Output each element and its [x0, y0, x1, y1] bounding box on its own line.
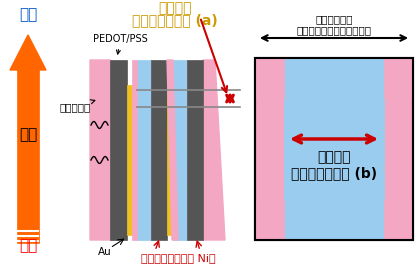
Bar: [255, 58, 284, 98]
Polygon shape: [167, 60, 178, 240]
Text: どこまで: どこまで: [317, 150, 351, 164]
Text: 小さくできるか (a): 小さくできるか (a): [132, 13, 218, 27]
Polygon shape: [90, 60, 118, 240]
Text: 低温: 低温: [19, 7, 37, 22]
Text: PEDOT/PSS: PEDOT/PSS: [93, 34, 148, 54]
Bar: [17, 67, 39, 243]
Text: 熱流: 熱流: [19, 127, 37, 143]
Text: 導電性を損なわないために: 導電性を損なわないために: [297, 25, 372, 35]
Text: 幅はそのまま: 幅はそのまま: [315, 14, 353, 24]
Bar: [137, 60, 151, 240]
Text: どこまで: どこまで: [158, 1, 192, 15]
Text: Au: Au: [98, 247, 112, 257]
Polygon shape: [203, 60, 225, 240]
Bar: [127, 85, 132, 235]
Bar: [173, 60, 187, 240]
Text: 高熱伝導部（金属 Ni）: 高熱伝導部（金属 Ni）: [141, 253, 215, 263]
Bar: [151, 60, 167, 240]
Polygon shape: [10, 35, 46, 70]
Bar: [167, 85, 172, 235]
Bar: [284, 58, 384, 240]
Bar: [187, 60, 203, 240]
Bar: [384, 200, 413, 240]
Bar: [110, 60, 127, 240]
Text: 高温: 高温: [19, 238, 37, 253]
Bar: [255, 58, 413, 240]
Text: ポリイミド: ポリイミド: [60, 100, 95, 112]
Bar: [255, 58, 413, 240]
Bar: [384, 58, 413, 98]
Bar: [255, 200, 284, 240]
Text: 小さくできるか (b): 小さくできるか (b): [291, 166, 377, 180]
Bar: [132, 60, 137, 240]
